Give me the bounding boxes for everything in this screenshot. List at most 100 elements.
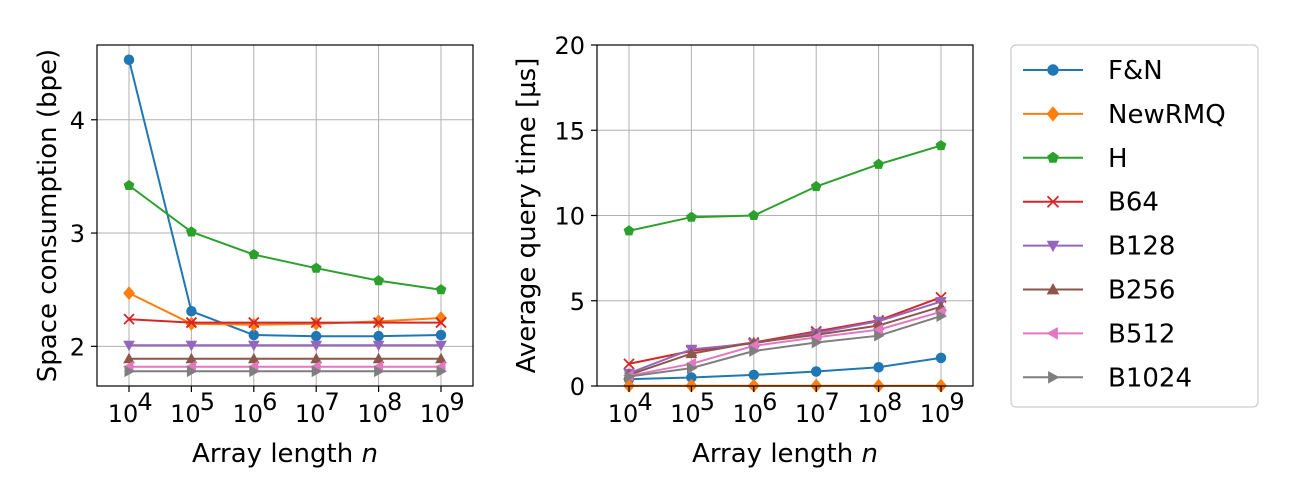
data-point-h <box>123 179 135 190</box>
legend-label: B64 <box>1108 188 1159 218</box>
series-line-h <box>128 184 442 291</box>
data-point-fandn <box>435 329 447 341</box>
data-point-b1024 <box>374 365 385 378</box>
legend-marker <box>1046 240 1060 253</box>
data-point-b64 <box>623 358 635 370</box>
x-tick-label: 10 <box>920 400 951 428</box>
legend-marker <box>1046 282 1060 295</box>
data-point-b128 <box>310 340 323 352</box>
legend-item-fandn: F&N <box>1023 56 1163 86</box>
data-point-b256 <box>372 352 385 364</box>
x-tick-exponent: 5 <box>200 388 215 416</box>
x-tick-label: 10 <box>795 400 826 428</box>
series-line-b512 <box>628 310 942 377</box>
data-point-b1024 <box>436 365 448 378</box>
x-tick-exponent: 6 <box>762 388 777 416</box>
data-point-b1024 <box>936 310 948 322</box>
series-line-newrmq <box>128 292 442 326</box>
data-point-h <box>686 211 697 222</box>
data-point-b128 <box>247 340 260 352</box>
legend-marker <box>1047 151 1059 163</box>
data-point-h <box>310 262 322 273</box>
data-point-b64 <box>435 316 447 329</box>
legend-label: B256 <box>1108 276 1175 306</box>
x-tick-label: 10 <box>170 400 201 428</box>
data-point-fandn <box>873 361 884 373</box>
x-tick-exponent: 8 <box>887 388 902 416</box>
legend-label: B512 <box>1108 319 1175 349</box>
x-tick-exponent: 4 <box>137 388 152 416</box>
legend-item-b128: B128 <box>1023 232 1175 262</box>
data-point-b128 <box>435 340 447 352</box>
series-line-b1024 <box>628 315 942 378</box>
data-point-b1024 <box>249 365 260 378</box>
data-point-b1024 <box>311 365 323 378</box>
x-tick-label: 10 <box>420 400 451 428</box>
data-point-fandn <box>123 54 135 65</box>
data-point-h <box>873 158 884 169</box>
x-tick-exponent: 9 <box>949 388 964 416</box>
x-tick-exponent: 7 <box>325 388 340 416</box>
y-tick-label: 15 <box>554 117 585 145</box>
y-axis-label: Space consumption (bpe) <box>33 49 63 382</box>
data-point-b1024 <box>624 370 636 383</box>
data-point-b256 <box>310 352 323 364</box>
series-line-b64 <box>128 318 441 324</box>
x-tick-exponent: 4 <box>637 388 652 416</box>
legend-item-b256: B256 <box>1023 276 1175 306</box>
y-tick-label: 0 <box>570 373 585 401</box>
x-tick-label: 10 <box>857 400 888 428</box>
x-tick-exponent: 6 <box>262 388 277 416</box>
data-point-b128 <box>123 340 135 352</box>
data-point-b256 <box>123 352 135 364</box>
data-point-b256 <box>685 347 698 359</box>
x-tick-label: 10 <box>295 400 326 428</box>
legend-label: F&N <box>1108 56 1163 86</box>
legend-item-newrmq: NewRMQ <box>1023 100 1226 130</box>
x-tick-label: 10 <box>670 400 701 428</box>
data-point-h <box>748 209 760 220</box>
data-point-fandn <box>935 352 947 364</box>
x-tick-label: 10 <box>608 400 639 428</box>
legend: F&N NewRMQ H B64 B128 B256 B512 B1024 <box>1010 44 1259 408</box>
y-tick-label: 4 <box>70 107 85 135</box>
legend-box <box>1010 44 1259 408</box>
x-tick-exponent: 5 <box>700 388 715 416</box>
data-point-b64 <box>248 316 260 329</box>
x-tick-label: 10 <box>108 400 139 428</box>
y-tick-label: 3 <box>70 220 85 248</box>
data-point-b128 <box>185 340 198 352</box>
data-point-b128 <box>372 340 385 352</box>
data-point-b256 <box>247 352 260 364</box>
data-point-b1024 <box>811 336 823 349</box>
data-point-fandn <box>310 330 322 342</box>
legend-marker <box>1048 370 1060 384</box>
legend-label: NewRMQ <box>1108 100 1226 130</box>
y-tick-label: 5 <box>570 288 585 316</box>
data-point-b1024 <box>686 362 698 374</box>
legend-marker <box>1046 195 1060 208</box>
data-point-b64 <box>310 316 322 329</box>
series-line-fandn <box>128 59 442 338</box>
data-point-newrmq <box>123 286 135 301</box>
data-point-b64 <box>185 316 198 329</box>
data-point-b64 <box>123 313 135 325</box>
legend-marker <box>1046 106 1060 122</box>
x-tick-label: 10 <box>733 400 764 428</box>
x-axis-label: Array length n <box>192 439 378 469</box>
legend-item-h: H <box>1023 144 1128 174</box>
data-point-b1024 <box>749 345 760 357</box>
data-point-h <box>810 180 822 192</box>
legend-item-b64: B64 <box>1023 188 1159 218</box>
plot-frame <box>96 44 474 387</box>
data-point-b1024 <box>186 365 198 378</box>
y-tick-label: 2 <box>70 333 85 361</box>
legend-label: B128 <box>1108 232 1175 262</box>
data-point-fandn <box>373 330 384 342</box>
x-tick-label: 10 <box>233 400 264 428</box>
x-tick-exponent: 8 <box>387 388 402 416</box>
x-tick-exponent: 9 <box>449 388 464 416</box>
x-tick-exponent: 7 <box>825 388 840 416</box>
